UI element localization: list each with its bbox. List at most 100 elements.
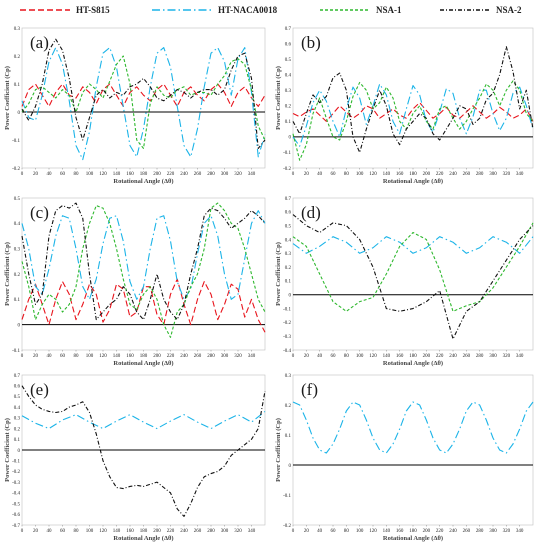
x-tick-label: 100	[86, 172, 94, 177]
x-tick-label: 100	[356, 172, 364, 177]
x-tick-label: 320	[503, 529, 511, 534]
series-line-ht-naca0018	[292, 236, 534, 254]
y-tick-label: -0.3	[12, 481, 20, 486]
x-tick-label: 60	[60, 172, 66, 177]
y-tick-label: 0.6	[14, 385, 21, 390]
legend-label: HT-S815	[76, 5, 110, 15]
legend-label: NSA-1	[376, 5, 402, 15]
x-tick-label: 200	[423, 529, 431, 534]
x-tick-label: 60	[331, 172, 337, 177]
series-line-nsa-2	[292, 46, 534, 153]
y-tick-label: 0.3	[14, 417, 21, 422]
x-tick-label: 180	[409, 529, 417, 534]
x-tick-label: 100	[356, 354, 364, 359]
y-tick-label: 0.4	[285, 238, 292, 243]
x-tick-label: 40	[317, 529, 323, 534]
series-line-nsa-1	[21, 202, 266, 338]
y-tick-label: -0.7	[12, 524, 20, 529]
x-tick-label: 260	[463, 529, 471, 534]
y-tick-label: 0.5	[14, 395, 21, 400]
x-tick-label: 40	[47, 172, 53, 177]
x-tick-label: 160	[396, 172, 404, 177]
x-tick-label: 80	[74, 172, 80, 177]
plot-frame	[21, 197, 266, 351]
x-tick-label: 280	[476, 354, 484, 359]
x-tick-label: 100	[86, 529, 94, 534]
x-tick-label: 120	[99, 354, 107, 359]
x-tick-label: 120	[99, 172, 107, 177]
y-tick-label: -0.1	[12, 349, 20, 354]
x-tick-label: 120	[369, 529, 377, 534]
x-tick-label: 280	[476, 172, 484, 177]
series-line-nsa-2	[21, 385, 266, 517]
x-tick-label: 40	[47, 354, 53, 359]
y-tick-label: -0.5	[12, 502, 20, 507]
series-line-nsa-1	[21, 55, 266, 149]
y-tick-label: 0	[289, 294, 292, 299]
x-tick-label: 260	[194, 172, 202, 177]
y-tick-label: 0.3	[285, 252, 292, 257]
x-axis-label: Rotational Angle (Δθ)	[383, 360, 443, 367]
panel-e: -0.7 -0.6 -0.5 -0.4 -0.3 -0.2 -0.1 0 0.1 0.2 0.3 0.…	[4, 374, 266, 542]
y-tick-label: 0.1	[14, 298, 21, 303]
panel-a: -0.2 -0.1 0 0.1 0.2 0.3 0 20 40 60 80 100 120 140 160 1…	[4, 27, 266, 185]
legend-label: NSA-2	[496, 5, 522, 15]
x-tick-label: 0	[292, 354, 295, 359]
x-tick-label: 320	[234, 529, 242, 534]
plot-frame	[21, 27, 266, 169]
series-line-ht-s815	[292, 102, 534, 122]
x-tick-label: 180	[409, 172, 417, 177]
y-tick-label: 0	[289, 464, 292, 469]
y-tick-label: -0.2	[12, 470, 20, 475]
y-tick-label: 0.3	[14, 247, 21, 252]
x-tick-label: 80	[74, 529, 80, 534]
y-tick-label: 0.4	[14, 222, 21, 227]
y-axis-label: Power Coefficient (Cp)	[275, 66, 282, 130]
x-tick-label: 240	[449, 529, 457, 534]
x-tick-label: 180	[140, 354, 148, 359]
series-line-ht-naca0018	[21, 210, 266, 300]
x-tick-label: 340	[516, 529, 524, 534]
y-tick-label: 0.3	[285, 89, 292, 94]
y-tick-label: -0.1	[12, 460, 20, 465]
y-axis-label: Power Coefficient (Cp)	[4, 66, 11, 130]
x-tick-label: 200	[153, 172, 161, 177]
x-tick-label: 60	[60, 354, 66, 359]
x-tick-label: 320	[234, 172, 242, 177]
x-tick-label: 220	[167, 172, 175, 177]
x-tick-label: 300	[489, 529, 497, 534]
x-tick-label: 60	[60, 529, 66, 534]
x-tick-label: 140	[383, 354, 391, 359]
panel-label: (d)	[301, 203, 321, 222]
x-tick-label: 80	[344, 529, 350, 534]
y-tick-label: -0.2	[12, 167, 20, 172]
x-tick-label: 260	[194, 529, 202, 534]
x-tick-label: 60	[331, 354, 337, 359]
panel-label: (e)	[30, 380, 49, 399]
y-tick-label: 0.7	[285, 27, 292, 32]
panel-label: (b)	[301, 33, 321, 52]
x-tick-label: 300	[221, 529, 229, 534]
y-tick-label: 0.1	[285, 434, 292, 439]
y-tick-label: 0.2	[14, 55, 21, 60]
legend-label: HT-NACA0018	[218, 5, 278, 15]
y-tick-label: 0.2	[285, 404, 292, 409]
series-line-ht-naca0018	[292, 83, 534, 147]
x-tick-label: 20	[304, 529, 310, 534]
y-tick-label: 0.3	[285, 374, 292, 379]
y-tick-label: 0.2	[14, 273, 21, 278]
x-tick-label: 40	[317, 354, 323, 359]
y-tick-label: -0.1	[283, 151, 291, 156]
y-tick-label: -0.1	[283, 494, 291, 499]
x-tick-label: 80	[344, 172, 350, 177]
x-tick-label: 160	[396, 354, 404, 359]
y-tick-label: -0.1	[12, 139, 20, 144]
x-tick-label: 340	[248, 172, 256, 177]
x-tick-label: 200	[423, 354, 431, 359]
x-tick-label: 20	[33, 529, 39, 534]
x-tick-label: 180	[140, 172, 148, 177]
x-tick-label: 140	[113, 529, 121, 534]
x-tick-label: 140	[113, 172, 121, 177]
series-line-ht-naca0018	[292, 401, 534, 454]
x-tick-label: 280	[207, 529, 215, 534]
